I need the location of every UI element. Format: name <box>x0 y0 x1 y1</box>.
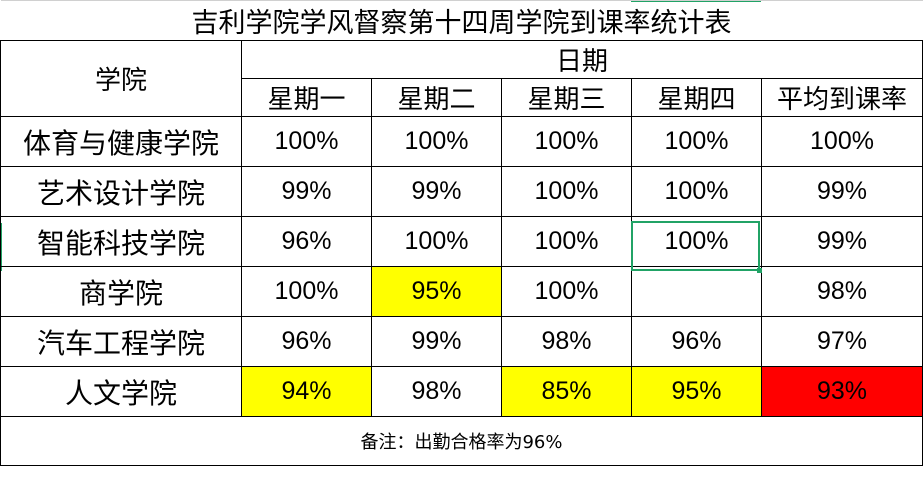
table-row: 商学院 100% 95% 100% 98% <box>0 266 923 317</box>
table-row: 人文学院 94% 98% 85% 95% 93% <box>0 366 923 417</box>
rate-cell[interactable]: 100% <box>631 116 762 167</box>
college-name-cell[interactable]: 商学院 <box>0 266 242 317</box>
college-name-cell[interactable]: 智能科技学院 <box>0 216 242 267</box>
rate-cell[interactable]: 99% <box>371 166 502 217</box>
college-name-cell[interactable]: 艺术设计学院 <box>0 166 242 217</box>
table-row: 体育与健康学院 100% 100% 100% 100% 100% <box>0 116 923 167</box>
rate-cell[interactable]: 96% <box>241 216 372 267</box>
rate-cell-highlighted[interactable]: 95% <box>631 366 762 417</box>
attendance-table: 吉利学院学风督察第十四周学院到课率统计表 学院 日期 星期一 星期二 星期三 星… <box>0 0 923 466</box>
average-rate-cell[interactable]: 99% <box>761 166 923 217</box>
rate-cell[interactable]: 100% <box>371 216 502 267</box>
rate-cell-highlighted[interactable]: 94% <box>241 366 372 417</box>
average-rate-cell[interactable]: 99% <box>761 216 923 267</box>
rate-cell[interactable]: 96% <box>241 316 372 367</box>
rate-cell[interactable]: 99% <box>241 166 372 217</box>
header-college[interactable]: 学院 <box>0 40 242 117</box>
header-date[interactable]: 日期 <box>241 40 923 79</box>
header-day-thursday[interactable]: 星期四 <box>631 78 762 117</box>
college-name-cell[interactable]: 人文学院 <box>0 366 242 417</box>
header-day-monday[interactable]: 星期一 <box>241 78 372 117</box>
average-rate-cell[interactable]: 97% <box>761 316 923 367</box>
rate-cell-highlighted[interactable]: 85% <box>501 366 632 417</box>
table-row: 智能科技学院 96% 100% 100% 100% 99% <box>0 216 923 267</box>
average-rate-cell-alert[interactable]: 93% <box>761 366 923 417</box>
header-day-tuesday[interactable]: 星期二 <box>371 78 502 117</box>
average-rate-cell[interactable]: 100% <box>761 116 923 167</box>
average-rate-cell[interactable]: 98% <box>761 266 923 317</box>
header-day-wednesday[interactable]: 星期三 <box>501 78 632 117</box>
rate-cell[interactable]: 100% <box>631 166 762 217</box>
rate-cell[interactable]: 100% <box>501 266 632 317</box>
rate-cell[interactable]: 100% <box>501 116 632 167</box>
college-name-cell[interactable]: 汽车工程学院 <box>0 316 242 367</box>
rate-cell[interactable]: 100% <box>501 216 632 267</box>
rate-cell-empty[interactable] <box>631 266 762 317</box>
table-note[interactable]: 备注：出勤合格率为96% <box>0 416 923 466</box>
rate-cell[interactable]: 99% <box>371 316 502 367</box>
selected-rate-cell[interactable]: 100% <box>631 216 762 267</box>
rate-cell[interactable]: 100% <box>501 166 632 217</box>
table-row: 汽车工程学院 96% 99% 98% 96% 97% <box>0 316 923 367</box>
rate-cell[interactable]: 100% <box>241 116 372 167</box>
rate-cell[interactable]: 96% <box>631 316 762 367</box>
rate-cell[interactable]: 100% <box>241 266 372 317</box>
table-title[interactable]: 吉利学院学风督察第十四周学院到课率统计表 <box>0 0 923 41</box>
college-name-cell[interactable]: 体育与健康学院 <box>0 116 242 167</box>
rate-cell[interactable]: 100% <box>371 116 502 167</box>
header-average-rate[interactable]: 平均到课率 <box>761 78 923 117</box>
table-row: 艺术设计学院 99% 99% 100% 100% 99% <box>0 166 923 217</box>
rate-cell[interactable]: 98% <box>501 316 632 367</box>
fill-handle[interactable] <box>757 268 762 273</box>
rate-cell[interactable]: 98% <box>371 366 502 417</box>
rate-cell-highlighted[interactable]: 95% <box>371 266 502 317</box>
